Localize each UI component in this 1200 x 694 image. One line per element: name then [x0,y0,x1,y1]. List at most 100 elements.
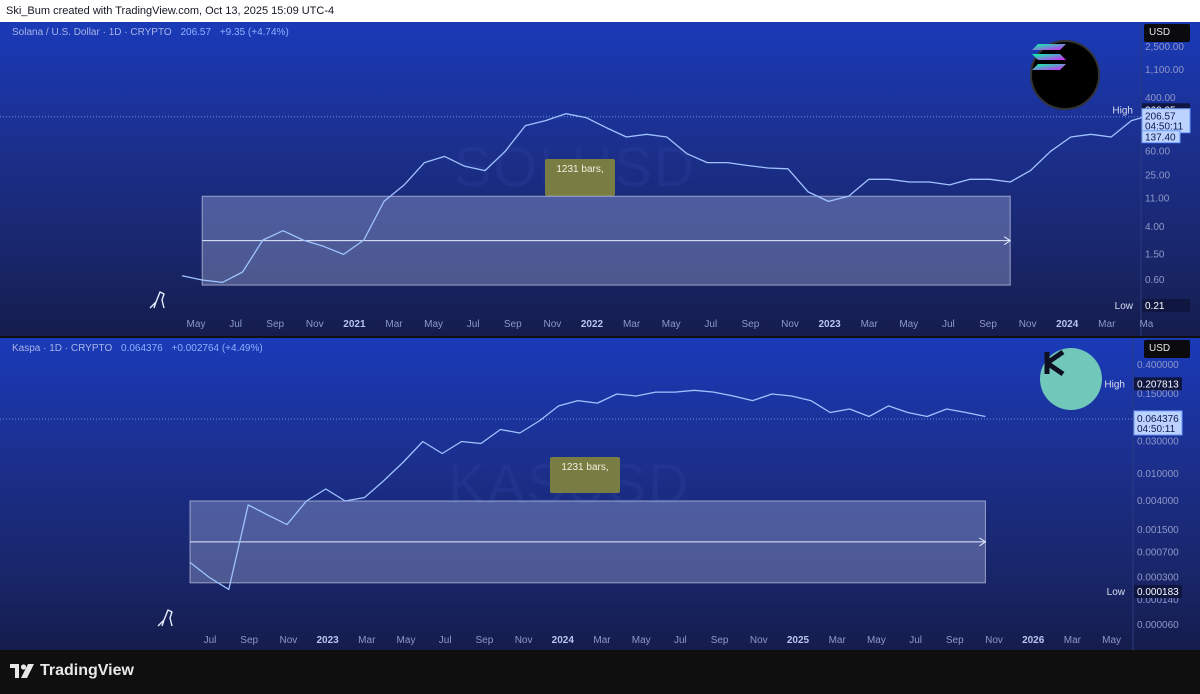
x-tick-label: Mar [861,319,879,330]
currency-button[interactable]: USD [1144,24,1190,42]
measure-label: 1231 bars, [550,457,620,493]
x-tick-label: Mar [1064,635,1082,646]
x-tick-label: 2026 [1022,635,1045,646]
y-tick-label: 0.000300 [1137,572,1179,583]
y-tick-label: 25.00 [1145,171,1170,182]
measure-arrow-head [1003,236,1012,246]
x-tick-label: Nov [750,635,768,646]
x-tick-label: 2024 [552,635,575,646]
y-tick-label: 400.00 [1145,93,1176,104]
x-tick-label: Jul [439,635,452,646]
y-tick-label: 1,100.00 [1145,65,1184,76]
y-tick-label: 0.400000 [1137,360,1179,371]
symbol-price: 0.064376 [121,343,163,354]
x-tick-label: 2021 [343,319,366,330]
x-tick-label: Mar [623,319,641,330]
current-price-box [1133,410,1183,436]
x-tick-label: Sep [742,319,760,330]
symbol-price: 206.57 [180,27,212,38]
prev-close-box [1141,130,1181,144]
x-tick-label: 2022 [581,319,604,330]
high-value: 0.207813 [1137,379,1179,390]
countdown-value: 04:50:11 [1145,122,1184,133]
low-label: Low [1115,301,1134,312]
countdown-value: 04:50:11 [1137,424,1176,435]
credit-text: Ski_Bum created with TradingView.com, Oc… [6,5,335,17]
low-value-box [1142,299,1190,312]
x-tick-label: 2023 [316,635,339,646]
y-tick-label: 2,500.00 [1145,42,1184,53]
price-line-series [189,389,986,591]
y-tick-label: 60.00 [1145,146,1170,157]
x-tick-label: Sep [266,319,284,330]
x-tick-label: Nov [280,635,298,646]
x-tick-label: Mar [593,635,611,646]
chart-pane-kaspa[interactable]: Kaspa · 1D · CRYPTO 0.064376 +0.002764 (… [0,338,1200,650]
x-tick-label: May [662,319,681,330]
x-tick-label: Jul [674,635,687,646]
high-label: High [1112,105,1133,116]
x-tick-label: May [1102,635,1121,646]
x-tick-label: Nov [781,319,799,330]
chart-canvas: 2,500.00 1,100.00 400.00 60.00 25.00 11.00 4.0… [0,22,1191,336]
low-value-box [1134,585,1182,598]
symbol-name: Solana / U.S. Dollar · 1D · CRYPTO [12,27,172,38]
x-tick-label: Sep [240,635,258,646]
x-tick-label: May [632,635,651,646]
x-tick-label: Nov [515,635,533,646]
x-tick-label: 2024 [1056,319,1079,330]
x-tick-label: Nov [306,319,324,330]
low-value: 0.000183 [1137,587,1179,598]
y-tick-label: 4.00 [1145,222,1165,233]
currency-button[interactable]: USD [1144,340,1190,358]
x-tick-label: Mar [1098,319,1116,330]
x-tick-label: Jul [204,635,217,646]
y-tick-label: 1.50 [1145,249,1165,260]
x-tick-label: May [187,319,206,330]
x-tick-label: Nov [1019,319,1037,330]
y-tick-label: 0.150000 [1137,389,1179,400]
x-tick-label: Ma [1139,319,1153,330]
replay-dino-icon [157,609,173,627]
tradingview-logo-icon [10,664,34,678]
current-price-value: 0.064376 [1137,414,1179,425]
x-tick-label: Jul [942,319,955,330]
y-tick-label: 0.004000 [1137,496,1179,507]
x-tick-label: Sep [946,635,964,646]
tradingview-brand[interactable]: TradingView [10,662,134,680]
y-tick-label: 0.000060 [1137,620,1179,631]
x-tick-label: Nov [985,635,1003,646]
x-tick-label: May [397,635,416,646]
x-tick-label: Jul [229,319,242,330]
high-label: High [1104,379,1125,390]
low-label: Low [1107,587,1126,598]
y-tick-label: 0.60 [1145,275,1165,286]
x-tick-label: Mar [358,635,376,646]
y-tick-label: 0.000140 [1137,595,1179,606]
symbol-change: +9.35 (+4.74%) [219,27,289,38]
price-line-series [181,113,1152,284]
brand-text: TradingView [40,662,134,679]
replay-dino-icon [149,291,165,309]
x-tick-label: May [867,635,886,646]
footer: TradingView [0,650,1200,694]
chart-canvas: 0.400000 0.150000 0.030000 0.010000 0.004000… [0,338,1183,650]
symbol-change: +0.002764 (+4.49%) [171,343,263,354]
prev-close-value: 137.40 [1145,133,1176,144]
y-tick-label: 0.000700 [1137,547,1179,558]
measure-arrow-head [979,537,987,547]
x-tick-label: May [899,319,918,330]
x-tick-label: Sep [979,319,997,330]
y-tick-label: 11.00 [1145,194,1170,205]
x-tick-label: Mar [385,319,403,330]
x-tick-label: Nov [544,319,562,330]
high-value-box [1134,377,1182,391]
x-tick-label: Sep [476,635,494,646]
chart-pane-solana[interactable]: Solana / U.S. Dollar · 1D · CRYPTO 206.5… [0,22,1200,336]
x-tick-label: Jul [909,635,922,646]
x-tick-label: Sep [504,319,522,330]
y-tick-label: 0.010000 [1137,469,1179,480]
x-tick-label: Jul [704,319,717,330]
y-tick-label: 0.030000 [1137,436,1179,447]
x-tick-label: Mar [829,635,847,646]
